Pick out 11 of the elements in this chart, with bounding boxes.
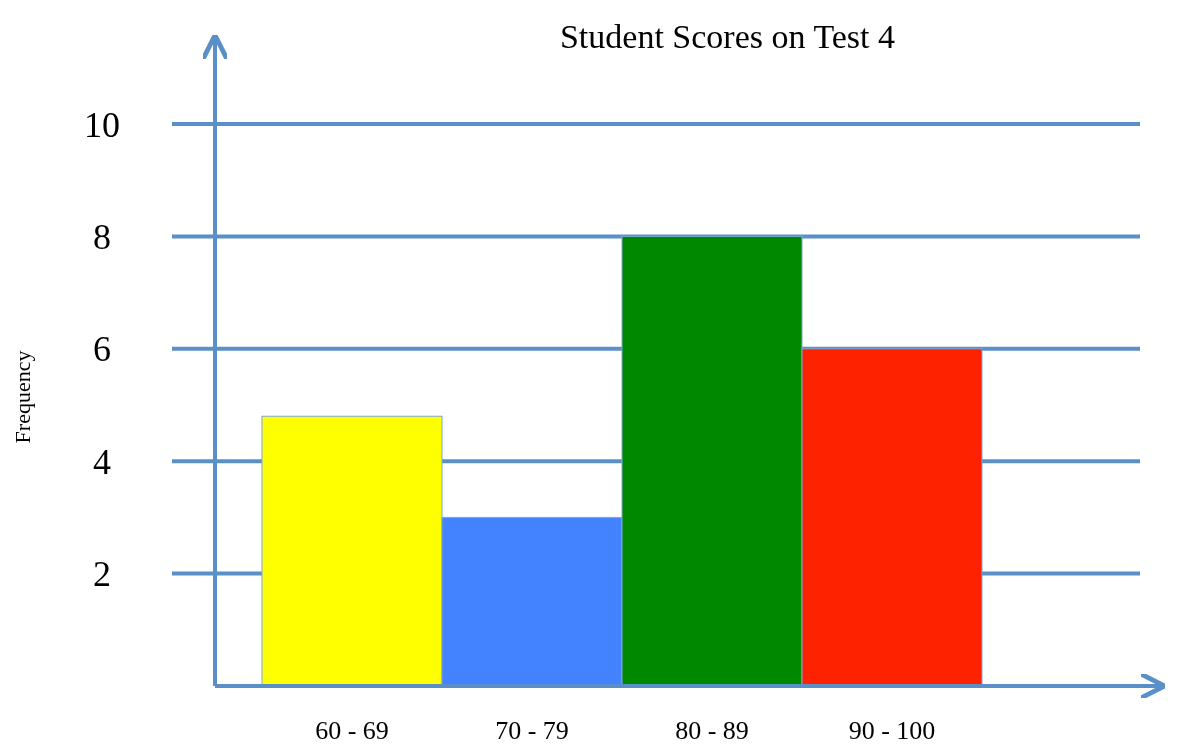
y-tick-label: 4 xyxy=(93,441,111,482)
x-tick-label: 90 - 100 xyxy=(848,716,936,746)
x-tick-label: 80 - 89 xyxy=(675,716,749,746)
y-tick-label: 8 xyxy=(93,217,111,257)
y-axis-title: Frequency xyxy=(10,350,35,444)
y-tick-label: 10 xyxy=(84,104,120,145)
x-tick-label: 60 - 69 xyxy=(315,716,389,746)
y-tick-label: 2 xyxy=(93,554,111,595)
chart-title: Student Scores on Test 4 xyxy=(559,18,896,55)
y-tick-label: 6 xyxy=(93,329,111,370)
x-tick-label: 70 - 79 xyxy=(495,716,569,746)
